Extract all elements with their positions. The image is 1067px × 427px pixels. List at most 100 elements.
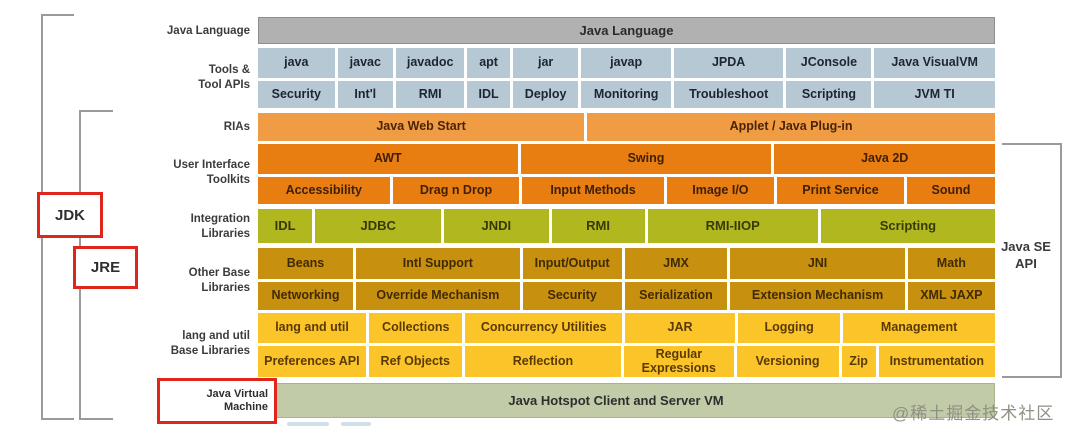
- grid-cell: javadoc: [396, 48, 465, 78]
- grid-cell: Intl Support: [356, 248, 520, 279]
- grid-cell: JPDA: [673, 48, 784, 78]
- grid-cell-label: Instrumentation: [889, 353, 985, 368]
- java-language-header-bar: Java Language: [258, 17, 995, 44]
- grid-cell-label: Reflection: [512, 353, 574, 368]
- jvm-box: Java Virtual Machine: [157, 378, 277, 424]
- grid-cell: Int'l: [337, 81, 393, 108]
- grid-cell: Concurrency Utilities: [465, 313, 623, 343]
- grid-cell: Zip: [841, 346, 876, 377]
- grid-cell-label: JVM TI: [914, 86, 955, 101]
- grid-cell: Java VisualVM: [874, 48, 995, 78]
- jvm-bar: Java Hotspot Client and Server VM: [237, 383, 995, 418]
- grid-cell: Logging: [738, 313, 841, 343]
- grid-cell: RMI-IIOP: [647, 209, 818, 243]
- jre-label: JRE: [90, 259, 121, 276]
- grid-cell-label: Troubleshoot: [689, 86, 769, 101]
- grid-cell: JDBC: [315, 209, 442, 243]
- grid-cell: Preferences API: [258, 346, 366, 377]
- grid-cell: JMX: [624, 248, 728, 279]
- grid-cell: RMI: [551, 209, 645, 243]
- grid-cell-label: IDL: [478, 86, 499, 101]
- grid-cell: AWT: [258, 144, 518, 174]
- row-label-other-base: Other Base Libraries: [188, 267, 250, 294]
- grid-cell-label: java: [284, 55, 309, 70]
- grid-cell-label: RMI: [586, 218, 611, 234]
- grid-row-tools1: java javac javadoc apt jar javap JPDA JConsole J…: [258, 48, 995, 78]
- grid-cell: java: [258, 48, 335, 78]
- grid-cell-label: JPDA: [711, 55, 746, 70]
- grid-cell-label: Security: [547, 288, 597, 303]
- grid-cell: XML JAXP: [907, 282, 995, 310]
- row-label-lang-util: lang and util Base Libraries: [170, 330, 250, 357]
- grid-cell-label: JDBC: [360, 218, 396, 234]
- grid-cell: Image I/O: [666, 177, 775, 204]
- grid-cell-label: Sound: [931, 182, 971, 197]
- grid-cell: Networking: [258, 282, 353, 310]
- grid-cell-label: Java VisualVM: [891, 55, 978, 70]
- grid-cell-label: Drag n Drop: [419, 182, 493, 197]
- grid-cell-label: JNDI: [481, 218, 512, 234]
- grid-cell-label: Swing: [627, 151, 665, 166]
- grid-cell-label: Regular Expressions: [641, 347, 716, 375]
- grid-cell: JAR: [625, 313, 736, 343]
- grid-cell-label: Networking: [271, 288, 340, 303]
- grid-cell: Drag n Drop: [392, 177, 520, 204]
- grid-cell: Versioning: [736, 346, 839, 377]
- grid-cell-label: Java 2D: [861, 151, 909, 166]
- jre-box: JRE: [73, 246, 138, 289]
- grid-cell-label: JAR: [667, 320, 693, 335]
- grid-cell: Deploy: [512, 81, 579, 108]
- grid-row-other2: Networking Override Mechanism Security Seri…: [258, 282, 995, 310]
- grid-cell: Applet / Java Plug-in: [587, 113, 995, 141]
- grid-cell-label: Logging: [764, 320, 814, 335]
- grid-cell-label: Scripting: [801, 86, 856, 101]
- grid-cell-label: lang and util: [275, 320, 349, 335]
- grid-cell: Troubleshoot: [673, 81, 784, 108]
- grid-cell-label: JMX: [663, 255, 689, 270]
- grid-cell-label: javadoc: [406, 55, 454, 70]
- grid-cell-label: Applet / Java Plug-in: [729, 119, 853, 134]
- grid-row-ui2: Accessibility Drag n Drop Input Methods Ima…: [258, 177, 995, 204]
- grid-row-ui1: AWT Swing Java 2D: [258, 144, 995, 174]
- grid-cell-label: Intl Support: [402, 255, 473, 270]
- grid-cell-label: Input Methods: [550, 182, 636, 197]
- jvm-box-label: Java Virtual Machine: [206, 388, 268, 413]
- grid-row-lang2: Preferences API Ref Objects Reflection Regu…: [258, 346, 996, 377]
- grid-cell-label: Versioning: [755, 353, 820, 368]
- grid-cell: Scripting: [786, 81, 872, 108]
- grid-cell-label: Override Mechanism: [376, 288, 500, 303]
- grid-cell: JNI: [730, 248, 905, 279]
- grid-cell-label: RMI-IIOP: [705, 218, 760, 234]
- grid-cell-label: Print Service: [802, 182, 879, 197]
- grid-cell-label: apt: [479, 55, 498, 70]
- grid-cell: JConsole: [786, 48, 872, 78]
- row-label-tools: Tools & Tool APIs: [198, 64, 250, 91]
- grid-cell: Input Methods: [522, 177, 664, 204]
- grid-cell-label: Extension Mechanism: [751, 288, 884, 303]
- grid-cell: JVM TI: [874, 81, 995, 108]
- grid-cell: Extension Mechanism: [730, 282, 905, 310]
- grid-cell-label: Deploy: [524, 86, 567, 101]
- grid-cell-label: RMI: [418, 86, 442, 101]
- grid-cell-label: Serialization: [639, 288, 713, 303]
- grid-cell: Java 2D: [774, 144, 995, 174]
- jdk-box: JDK: [37, 192, 103, 238]
- row-label-ui-toolkits: User Interface Toolkits: [173, 159, 250, 186]
- grid-cell: Override Mechanism: [356, 282, 520, 310]
- grid-cell: Swing: [520, 144, 772, 174]
- grid-cell: JNDI: [444, 209, 549, 243]
- java-se-api-label: Java SE API: [1001, 239, 1051, 271]
- grid-cell: Ref Objects: [368, 346, 462, 377]
- grid-row-rias: Java Web Start Applet / Java Plug-in: [258, 113, 995, 141]
- grid-cell-label: Monitoring: [593, 86, 659, 101]
- grid-cell-label: Security: [271, 86, 321, 101]
- grid-cell-label: Math: [936, 255, 966, 270]
- grid-cell-label: Preferences API: [264, 353, 360, 368]
- jvm-bar-label: Java Hotspot Client and Server VM: [508, 393, 724, 408]
- grid-cell: Input/Output: [522, 248, 622, 279]
- grid-cell: Reflection: [464, 346, 622, 377]
- grid-cell: lang and util: [258, 313, 367, 343]
- grid-cell: Serialization: [624, 282, 728, 310]
- grid-row-tools2: Security Int'l RMI IDL Deploy Monitoring Troub…: [258, 81, 995, 108]
- grid-cell: jar: [512, 48, 579, 78]
